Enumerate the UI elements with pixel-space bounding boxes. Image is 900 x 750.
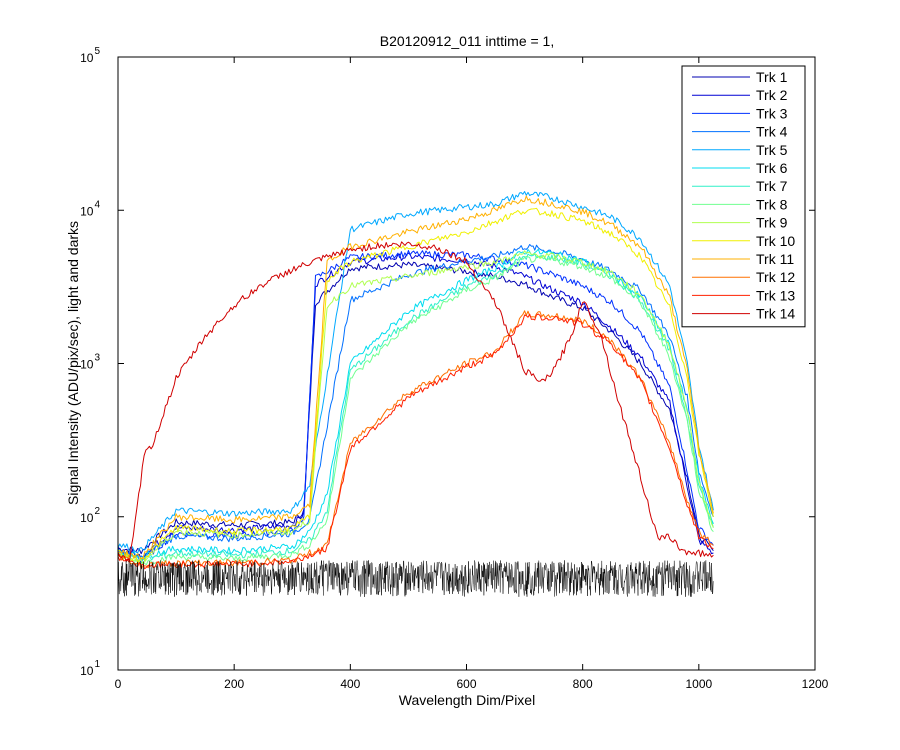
x-tick-label: 0 <box>115 677 122 691</box>
x-axis: 0 200 400 600 800 1000 1200 <box>115 57 829 691</box>
series-layer <box>117 191 714 598</box>
series-line <box>117 244 714 562</box>
legend-entry-label: Trk 9 <box>756 215 788 231</box>
series-line <box>117 195 714 560</box>
legend-entry-label: Trk 2 <box>756 87 788 103</box>
x-tick-label: 1000 <box>685 677 712 691</box>
legend-entry-label: Trk 11 <box>756 251 794 267</box>
legend-entry-label: Trk 13 <box>756 287 795 303</box>
legend-entry-label: Trk 1 <box>756 69 788 85</box>
series-line <box>117 255 714 567</box>
x-tick-label: 400 <box>340 677 360 691</box>
x-tick-label: 800 <box>573 677 593 691</box>
legend-entry-label: Trk 4 <box>756 124 788 140</box>
legend: Trk 1 Trk 2 Trk 3 Trk 4 Trk 5 Trk 6 Trk 7 Trk 8… <box>681 65 806 328</box>
series-line <box>117 241 714 562</box>
series-line <box>117 191 714 554</box>
series-line <box>117 250 714 565</box>
y-axis-label: Signal Intensity (ADU/pix/sec), light an… <box>65 221 81 505</box>
dark-frames-line <box>117 560 714 598</box>
legend-entry-label: Trk 7 <box>756 178 788 194</box>
chart-title: B20120912_011 inttime = 1, <box>380 33 555 49</box>
legend-entry-label: Trk 10 <box>756 233 795 249</box>
legend-box <box>681 65 806 328</box>
legend-entry-label: Trk 5 <box>756 142 788 158</box>
legend-entry-label: Trk 12 <box>756 269 795 285</box>
series-line <box>117 207 714 563</box>
x-tick-label: 600 <box>456 677 476 691</box>
legend-entry-label: Trk 8 <box>756 196 788 212</box>
x-tick-label: 200 <box>224 677 244 691</box>
legend-entry-label: Trk 3 <box>756 105 788 121</box>
legend-entry-label: Trk 6 <box>756 160 788 176</box>
series-line <box>117 261 714 555</box>
x-tick-label: 1200 <box>802 677 829 691</box>
legend-entry-label: Trk 14 <box>756 306 795 322</box>
x-axis-label: Wavelength Dim/Pixel <box>399 692 535 708</box>
series-line <box>117 252 714 561</box>
